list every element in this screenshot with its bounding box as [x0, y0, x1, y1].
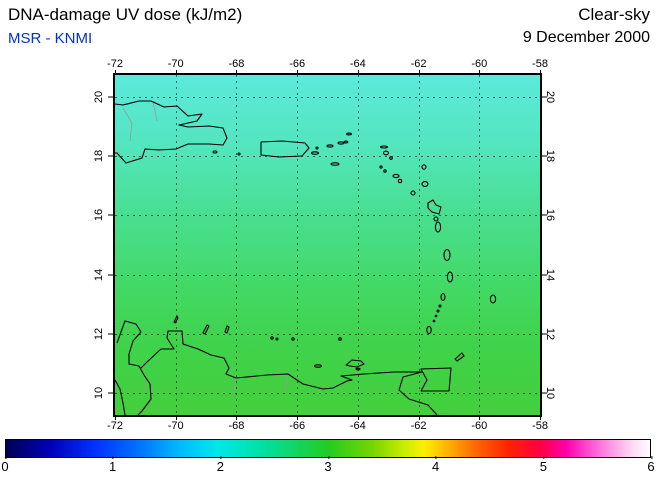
vieques-island	[310, 151, 320, 155]
lat-tick-label: 20	[93, 90, 105, 104]
culebra-island	[315, 146, 319, 150]
colorbar-tick-label: 2	[216, 456, 224, 474]
los-roques-cay	[275, 337, 279, 341]
lon-tick-label: -62	[410, 416, 427, 432]
lon-axis-top: -72 -70 -68 -66 -64 -62 -60 -58	[107, 58, 548, 75]
lat-tick-label: 18	[93, 150, 105, 163]
bonaire-island	[224, 325, 230, 334]
st-barthelemy-island	[389, 156, 393, 160]
lat-tick-label: 14	[93, 268, 105, 281]
st-vincent-island	[440, 293, 446, 301]
colorbar-axis: 0 1 2 3 4 5 6	[1, 456, 655, 474]
montserrat-island	[410, 190, 416, 196]
st-eustatius-island	[383, 169, 387, 173]
date-label: 9 December 2000	[522, 29, 650, 46]
la-orchila-island	[291, 337, 295, 341]
lon-tick-label: -72	[107, 58, 123, 75]
lat-tick-label: 16	[93, 209, 105, 222]
tobago-island	[454, 352, 465, 362]
nevis-island	[397, 178, 403, 184]
lon-tick-label: -70	[167, 58, 184, 75]
barbados-island	[489, 294, 497, 304]
lon-tick-label: -58	[532, 416, 548, 432]
map-plot-area	[113, 73, 542, 417]
la-tortuga-island	[313, 364, 323, 368]
virgin-gorda-island	[343, 140, 349, 144]
lon-tick-label: -60	[471, 416, 488, 432]
lon-tick-label: -68	[228, 416, 245, 432]
colorbar	[5, 439, 651, 458]
lon-tick-label: -58	[532, 58, 548, 75]
margarita-island	[345, 359, 365, 368]
venezuela-coastline	[140, 330, 438, 415]
lon-axis-bottom: -72 -70 -68 -66 -64 -62 -60 -58	[107, 416, 548, 432]
grenadines-cay	[438, 304, 442, 308]
grenadines-cay	[432, 319, 436, 323]
source-label: MSR - KNMI	[8, 30, 93, 47]
tortola-island	[337, 141, 345, 145]
saba-island	[379, 165, 383, 169]
anguilla-island	[379, 145, 389, 149]
trinidad-island	[420, 367, 452, 392]
lat-ticks-left	[108, 75, 113, 415]
lon-tick-label: -64	[349, 58, 366, 75]
puerto-rico-coastline	[260, 140, 310, 158]
coastlines-layer	[115, 100, 497, 415]
saona-island	[212, 150, 218, 154]
grenadines-cay	[436, 309, 440, 313]
map-gridlines	[115, 75, 540, 415]
colorbar-tick-label: 4	[432, 456, 440, 474]
guajira-maracaibo-coastline	[116, 320, 152, 415]
lon-tick-label: -62	[410, 58, 427, 75]
st-martin-island	[382, 150, 390, 156]
st-lucia-island	[446, 271, 454, 283]
grenada-island	[426, 325, 432, 335]
st-thomas-island	[326, 144, 334, 148]
los-roques-cay	[270, 336, 274, 340]
st-croix-island	[330, 162, 340, 166]
marie-galante-island	[433, 216, 439, 222]
dominica-island	[434, 221, 442, 233]
coche-island	[355, 367, 361, 371]
grenadines-cay	[434, 314, 438, 318]
hispaniola-coastline	[115, 100, 228, 164]
lon-tick-label: -66	[289, 416, 306, 432]
colorbar-tick-label: 1	[109, 456, 117, 474]
maracaibo-west-shore	[115, 379, 126, 415]
anegada-island	[346, 132, 352, 136]
curacao-island	[202, 324, 210, 335]
mona-island	[237, 152, 241, 156]
page-title: DNA-damage UV dose (kJ/m2)	[8, 5, 243, 24]
lon-tick-label: -66	[289, 58, 306, 75]
colorbar-tick-label: 6	[647, 456, 655, 474]
aruba-island	[173, 315, 179, 324]
barbuda-island	[421, 164, 427, 170]
colorbar-tick-label: 5	[539, 456, 547, 474]
condition-label: Clear-sky	[578, 5, 650, 24]
martinique-island	[443, 248, 451, 262]
lat-ticks-right	[542, 75, 547, 415]
colorbar-tick-label: 3	[324, 456, 332, 474]
lat-axis-left: 20 18 16 14 12 10	[92, 75, 106, 415]
lat-tick-label: 10	[93, 386, 105, 400]
lat-tick-label: 12	[93, 327, 105, 340]
lon-tick-label: -64	[349, 416, 366, 432]
st-kitts-island	[392, 173, 400, 179]
lon-tick-label: -68	[228, 58, 245, 75]
antigua-island	[421, 181, 429, 187]
colorbar-tick-label: 0	[1, 456, 9, 474]
lon-tick-label: -60	[471, 58, 488, 75]
la-blanquilla-island	[338, 337, 342, 341]
lon-tick-label: -70	[167, 416, 184, 432]
lon-tick-label: -72	[107, 416, 123, 432]
guadeloupe-island	[427, 199, 442, 215]
